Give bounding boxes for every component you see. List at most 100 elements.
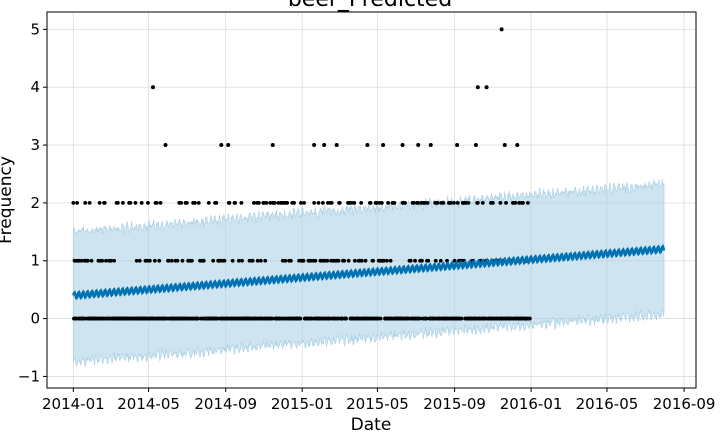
observed-point bbox=[112, 258, 116, 263]
observed-point bbox=[240, 258, 244, 263]
observed-point bbox=[75, 200, 79, 205]
observed-point bbox=[424, 316, 429, 321]
observed-point bbox=[180, 258, 185, 263]
observed-point bbox=[226, 143, 231, 148]
observed-point bbox=[452, 200, 456, 205]
observed-point bbox=[513, 200, 518, 205]
x-tick-label: 2016-09 bbox=[653, 395, 716, 413]
x-axis: 2014-01 2014-05 2014-09 2015-01 2015-05 2015-… bbox=[42, 388, 715, 413]
observed-point bbox=[299, 200, 303, 205]
observed-point bbox=[365, 143, 370, 148]
observed-point bbox=[292, 200, 296, 205]
observed-point bbox=[115, 200, 120, 205]
observed-point bbox=[416, 143, 421, 148]
observed-point bbox=[236, 258, 241, 263]
forecast-series bbox=[72, 244, 666, 301]
observed-point bbox=[219, 143, 224, 148]
chart-title: beer_Predicted bbox=[288, 0, 452, 12]
observed-point bbox=[133, 200, 138, 205]
observed-point bbox=[420, 258, 424, 263]
observed-point bbox=[163, 143, 168, 148]
y-tick-label: 4 bbox=[30, 78, 40, 96]
x-axis-label: Date bbox=[351, 415, 392, 432]
observed-point bbox=[272, 200, 277, 205]
observed-point bbox=[214, 200, 219, 205]
observed-point bbox=[484, 85, 489, 90]
observed-point bbox=[316, 200, 321, 205]
observed-point bbox=[312, 200, 317, 205]
observed-point bbox=[473, 143, 478, 148]
observed-point bbox=[298, 316, 303, 321]
observed-point bbox=[455, 143, 460, 148]
observed-point bbox=[521, 200, 525, 205]
observed-point bbox=[312, 143, 317, 148]
observed-point bbox=[147, 258, 152, 263]
observed-point bbox=[258, 258, 263, 263]
observed-point bbox=[137, 258, 142, 263]
observed-point bbox=[263, 258, 268, 263]
observed-point bbox=[146, 200, 150, 205]
observed-point bbox=[201, 258, 206, 263]
observed-point bbox=[255, 258, 260, 263]
observed-point bbox=[179, 200, 184, 205]
y-axis-label: Frequency bbox=[0, 156, 16, 244]
observed-point bbox=[193, 200, 197, 205]
observed-point bbox=[302, 200, 306, 205]
observed-point bbox=[283, 258, 288, 263]
observed-point bbox=[264, 200, 269, 205]
observed-point bbox=[435, 200, 440, 205]
y-tick-label: 0 bbox=[30, 310, 40, 328]
observed-points bbox=[71, 27, 532, 321]
observed-point bbox=[166, 258, 171, 263]
x-tick-label: 2014-09 bbox=[194, 395, 257, 413]
observed-point bbox=[104, 258, 108, 263]
observed-point bbox=[211, 258, 216, 263]
observed-point bbox=[438, 258, 443, 263]
observed-point bbox=[411, 200, 416, 205]
y-tick-label: 2 bbox=[30, 194, 40, 212]
observed-point bbox=[109, 258, 113, 263]
observed-point bbox=[128, 200, 133, 205]
observed-point bbox=[196, 200, 201, 205]
observed-point bbox=[85, 258, 90, 263]
x-tick-label: 2015-09 bbox=[423, 395, 486, 413]
observed-point bbox=[441, 200, 446, 205]
forecast-line bbox=[72, 244, 666, 301]
observed-point bbox=[515, 143, 520, 148]
observed-point bbox=[498, 200, 503, 205]
observed-point bbox=[227, 200, 232, 205]
observed-point bbox=[134, 258, 139, 263]
observed-point bbox=[381, 143, 386, 148]
observed-point bbox=[184, 200, 189, 205]
observed-point bbox=[158, 200, 163, 205]
observed-point bbox=[466, 200, 471, 205]
observed-point bbox=[452, 258, 457, 263]
observed-point bbox=[321, 200, 325, 205]
observed-point bbox=[257, 200, 261, 205]
observed-point bbox=[363, 258, 368, 263]
observed-point bbox=[329, 200, 334, 205]
plot-frame bbox=[46, 11, 697, 389]
y-tick-label: 3 bbox=[30, 136, 40, 154]
observed-point bbox=[150, 85, 155, 90]
observed-point bbox=[233, 200, 238, 205]
observed-point bbox=[100, 258, 105, 263]
observed-point bbox=[433, 258, 438, 263]
observed-point bbox=[270, 143, 275, 148]
observed-point bbox=[475, 85, 480, 90]
observed-point bbox=[359, 258, 364, 263]
x-tick-label: 2015-05 bbox=[346, 395, 409, 413]
observed-point bbox=[426, 258, 431, 263]
observed-point bbox=[526, 200, 530, 205]
observed-point bbox=[368, 200, 373, 205]
observed-point bbox=[139, 200, 144, 205]
observed-point bbox=[301, 258, 306, 263]
y-tick-label: 1 bbox=[30, 252, 40, 270]
observed-point bbox=[334, 143, 339, 148]
x-tick-label: 2014-01 bbox=[42, 395, 105, 413]
observed-point bbox=[87, 200, 92, 205]
observed-point bbox=[359, 200, 364, 205]
observed-point bbox=[336, 258, 341, 263]
observed-point bbox=[417, 316, 422, 321]
observed-point bbox=[413, 258, 417, 263]
